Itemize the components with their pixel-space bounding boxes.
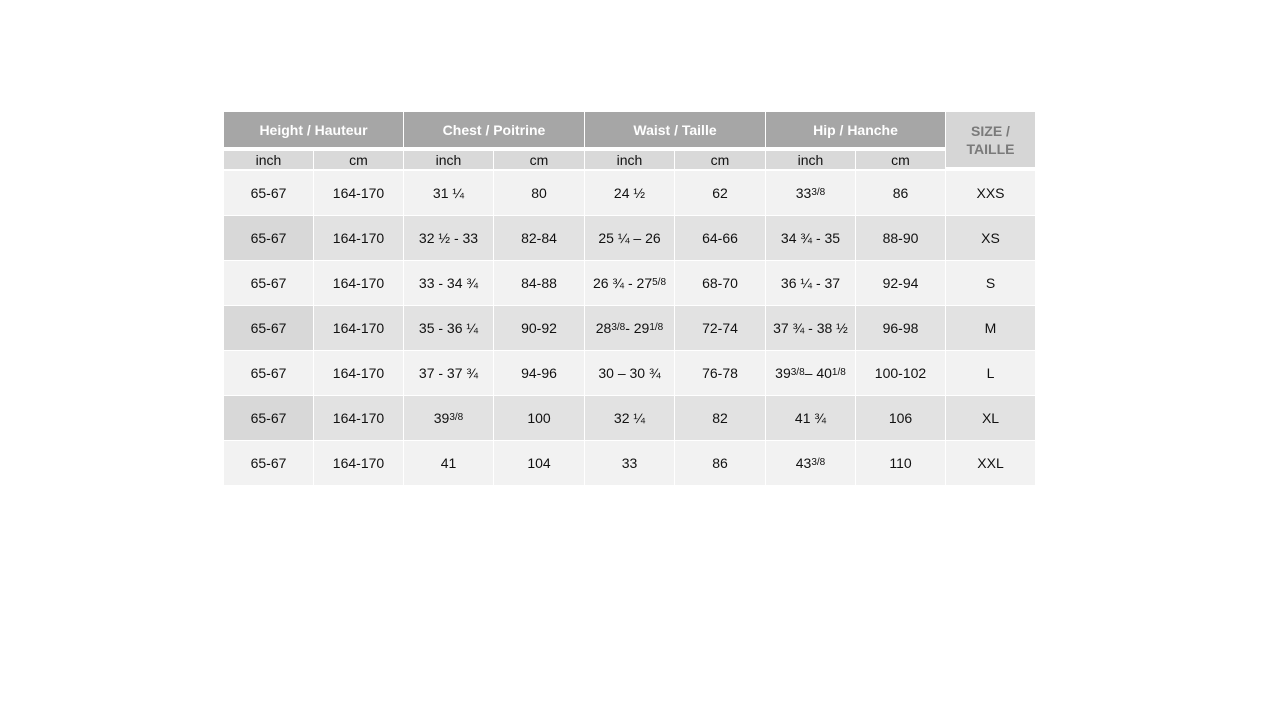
table-cell: 164-170	[314, 216, 404, 261]
table-cell: 36 ¼ - 37	[766, 261, 856, 306]
unit-header-inch: inch	[585, 151, 675, 169]
size-cell: XS	[946, 216, 1036, 261]
table-cell: 88-90	[856, 216, 946, 261]
unit-header-inch: inch	[224, 151, 314, 169]
table-row: 65-67 164-170 33 - 34 ¾ 84-88 26 ¾ - 27 5/8 6…	[224, 261, 1036, 306]
table-cell: 65-67	[224, 441, 314, 486]
table-cell: 34 ¾ - 35	[766, 216, 856, 261]
unit-header-cm: cm	[494, 151, 585, 169]
table-body: 65-67 164-170 31 ¼ 80 24 ½ 62 33 3/8 86 XXS 65-67…	[224, 171, 1036, 486]
table-cell: 65-67	[224, 306, 314, 351]
table-cell: 164-170	[314, 441, 404, 486]
table-cell: 65-67	[224, 396, 314, 441]
table-cell: 164-170	[314, 351, 404, 396]
unit-header-inch: inch	[766, 151, 856, 169]
table-cell: 41 ¾	[766, 396, 856, 441]
table-cell: 104	[494, 441, 585, 486]
table-cell: 65-67	[224, 261, 314, 306]
size-chart-table: Height / Hauteur Chest / Poitrine Waist …	[224, 112, 1036, 486]
table-cell: 41	[404, 441, 494, 486]
header-chest: Chest / Poitrine	[404, 112, 585, 147]
unit-header-inch: inch	[404, 151, 494, 169]
table-cell: 164-170	[314, 396, 404, 441]
table-cell: 62	[675, 171, 766, 216]
header-size: SIZE / TAILLE	[946, 112, 1035, 167]
table-cell: 106	[856, 396, 946, 441]
table-cell: 94-96	[494, 351, 585, 396]
table-cell: 76-78	[675, 351, 766, 396]
unit-header-cm: cm	[856, 151, 946, 169]
table-cell: 92-94	[856, 261, 946, 306]
table-cell: 43 3/8	[766, 441, 856, 486]
table-cell: 35 - 36 ¼	[404, 306, 494, 351]
unit-header-row: inch cm inch cm inch cm inch cm	[224, 151, 1036, 169]
table-cell: 72-74	[675, 306, 766, 351]
table-cell: 25 ¼ – 26	[585, 216, 675, 261]
table-row: 65-67 164-170 35 - 36 ¼ 90-92 28 3/8 - 29 1/…	[224, 306, 1036, 351]
table-cell: 82-84	[494, 216, 585, 261]
table-cell: 32 ½ - 33	[404, 216, 494, 261]
unit-header-cm: cm	[314, 151, 404, 169]
table-cell: 84-88	[494, 261, 585, 306]
table-cell: 39 3/8 – 40 1/8	[766, 351, 856, 396]
header-hip: Hip / Hanche	[766, 112, 946, 147]
header-waist: Waist / Taille	[585, 112, 766, 147]
table-row: 65-67 164-170 37 - 37 ¾ 94-96 30 – 30 ¾ 76-78…	[224, 351, 1036, 396]
table-cell: 100	[494, 396, 585, 441]
table-cell: 82	[675, 396, 766, 441]
size-cell: XXL	[946, 441, 1036, 486]
table-cell: 86	[675, 441, 766, 486]
table-cell: 28 3/8 - 29 1/8	[585, 306, 675, 351]
table-cell: 68-70	[675, 261, 766, 306]
table-cell: 90-92	[494, 306, 585, 351]
table-cell: 65-67	[224, 171, 314, 216]
size-cell: XL	[946, 396, 1036, 441]
table-cell: 164-170	[314, 261, 404, 306]
table-cell: 64-66	[675, 216, 766, 261]
table-cell: 86	[856, 171, 946, 216]
header-height: Height / Hauteur	[224, 112, 404, 147]
table-cell: 33 - 34 ¾	[404, 261, 494, 306]
table-cell: 33 3/8	[766, 171, 856, 216]
size-cell: XXS	[946, 171, 1036, 216]
table-cell: 31 ¼	[404, 171, 494, 216]
table-cell: 164-170	[314, 306, 404, 351]
table-cell: 96-98	[856, 306, 946, 351]
table-cell: 80	[494, 171, 585, 216]
table-cell: 33	[585, 441, 675, 486]
table-cell: 30 – 30 ¾	[585, 351, 675, 396]
table-row: 65-67 164-170 32 ½ - 33 82-84 25 ¼ – 26 64-66…	[224, 216, 1036, 261]
table-cell: 32 ¼	[585, 396, 675, 441]
table-row: 65-67 164-170 39 3/8 100 32 ¼ 82 41 ¾ 106 XL	[224, 396, 1036, 441]
table-cell: 37 ¾ - 38 ½	[766, 306, 856, 351]
table-cell: 37 - 37 ¾	[404, 351, 494, 396]
table-row: 65-67 164-170 31 ¼ 80 24 ½ 62 33 3/8 86 XXS	[224, 171, 1036, 216]
group-header-row: Height / Hauteur Chest / Poitrine Waist …	[224, 112, 1036, 147]
table-row: 65-67 164-170 41 104 33 86 43 3/8 110 XXL	[224, 441, 1036, 486]
table-cell: 24 ½	[585, 171, 675, 216]
unit-header-cm: cm	[675, 151, 766, 169]
table-cell: 110	[856, 441, 946, 486]
table-cell: 26 ¾ - 27 5/8	[585, 261, 675, 306]
size-cell: L	[946, 351, 1036, 396]
table-cell: 164-170	[314, 171, 404, 216]
size-cell: S	[946, 261, 1036, 306]
table-cell: 100-102	[856, 351, 946, 396]
table-cell: 65-67	[224, 216, 314, 261]
table-cell: 65-67	[224, 351, 314, 396]
size-cell: M	[946, 306, 1036, 351]
table-cell: 39 3/8	[404, 396, 494, 441]
